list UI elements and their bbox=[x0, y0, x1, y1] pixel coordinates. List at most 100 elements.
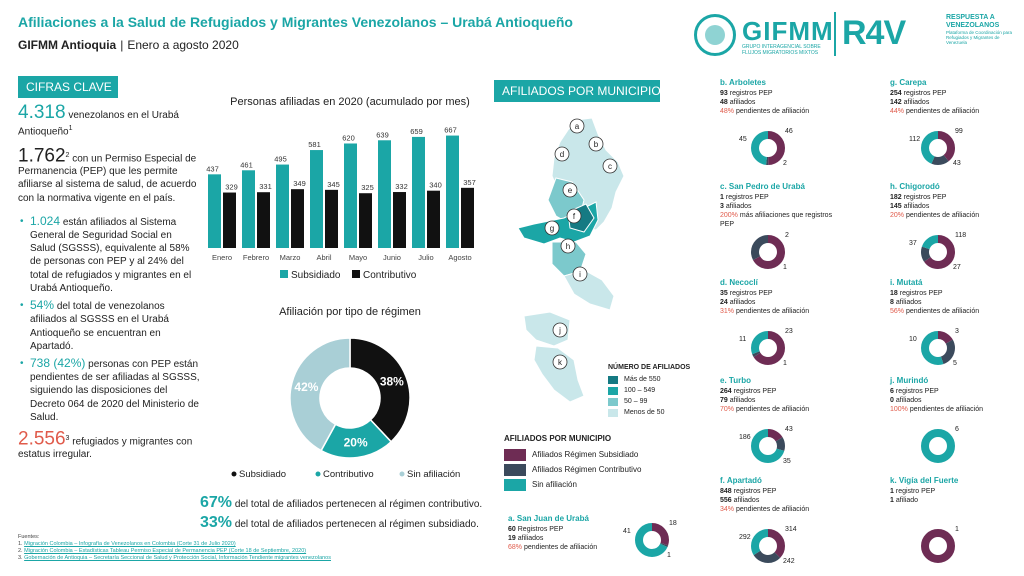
x-tick-label: Enero bbox=[212, 253, 232, 262]
pep-value: 6 bbox=[890, 388, 894, 395]
donut-label: 118 bbox=[955, 232, 966, 239]
bar bbox=[310, 150, 323, 248]
donut-label: 1 bbox=[783, 264, 787, 271]
afil-text: afiliados bbox=[729, 99, 756, 106]
afil-text: afiliados bbox=[729, 299, 756, 306]
affiliates-legend-label: Afiliados Régimen Subsidiado bbox=[532, 450, 639, 459]
x-tick-label: Marzo bbox=[280, 253, 301, 262]
afil-value: 556 bbox=[720, 497, 732, 504]
kf-bullet-2-text: del total de venezolanos afiliados al SG… bbox=[30, 301, 169, 352]
legend-swatch bbox=[608, 408, 618, 417]
afil-text: afiliados bbox=[895, 397, 922, 404]
pending-value: 20% bbox=[890, 212, 905, 219]
donut-slice bbox=[289, 337, 351, 452]
municipality-card: d. Necoclí 35 registros PEP 24 afiliados 31… bbox=[720, 278, 848, 316]
gifmm-logo-word: GIFMM bbox=[742, 16, 834, 46]
map-label: c bbox=[608, 162, 612, 171]
donut-segment bbox=[751, 131, 785, 165]
map-legend: NÚMERO DE AFILIADOS Más de 550 100 – 549… bbox=[608, 364, 690, 418]
source-num: 1. bbox=[18, 541, 23, 547]
afil-value: 0 bbox=[890, 397, 894, 404]
pending-text: pendientes de afiliación bbox=[905, 308, 980, 315]
pep-text: registros PEP bbox=[903, 194, 947, 201]
map-label-marker bbox=[566, 208, 582, 224]
logo-divider bbox=[834, 12, 836, 56]
pep-text: registros PEP bbox=[733, 388, 777, 395]
municipality-name: a. San Juan de Urabá bbox=[508, 514, 589, 523]
municipality-afil: 0 afiliados bbox=[890, 396, 1018, 405]
municipality-afil: 1 afiliado bbox=[890, 496, 1018, 505]
period: Enero a agosto 2020 bbox=[127, 38, 239, 52]
key-figures-panel: 4.318 venezolanos en el Urabá Antioqueño… bbox=[18, 103, 200, 472]
pending-text: pendientes de afiliación bbox=[905, 108, 980, 115]
affiliates-legend-item: Sin afiliación bbox=[504, 477, 688, 492]
map-label: b bbox=[594, 140, 599, 149]
source-link[interactable]: Migración Colombia – Infografía de Venez… bbox=[24, 541, 236, 547]
x-tick-label: Julio bbox=[418, 253, 433, 262]
municipality-donut: 3 5 10 bbox=[909, 328, 959, 367]
legend-label: Contributivo bbox=[363, 270, 417, 281]
pep-value: 264 bbox=[720, 388, 732, 395]
legend-swatch bbox=[608, 375, 618, 384]
bar bbox=[242, 170, 255, 248]
bullet-dot: • bbox=[20, 215, 24, 227]
pep-text: registros PEP bbox=[899, 290, 943, 297]
donut-label: 6 bbox=[955, 426, 959, 433]
kf2-value: 1.762 bbox=[18, 145, 66, 167]
kf-bullet-3: • 738 (42%) personas con PEP están pendi… bbox=[18, 356, 200, 424]
r4v-line2: VENEZOLANOS bbox=[946, 22, 1000, 29]
donut-label: 45 bbox=[739, 136, 747, 143]
kf-bullet-1-value: 1.024 bbox=[30, 213, 61, 228]
municipality-donut: 1 bbox=[921, 526, 959, 563]
donut-segment bbox=[751, 529, 785, 563]
map-legend-item: Menos de 50 bbox=[608, 407, 690, 418]
afil-text: afiliados bbox=[725, 203, 752, 210]
map-legend-label: Menos de 50 bbox=[624, 409, 665, 416]
pending-text: pendientes de afiliación bbox=[523, 544, 598, 551]
pending-value: 34% bbox=[720, 506, 735, 513]
afil-value: 3 bbox=[720, 203, 724, 210]
donut-segment bbox=[751, 529, 785, 563]
legend-swatch bbox=[504, 448, 526, 461]
kf3-text: refugiados y migrantes con estatus irreg… bbox=[18, 436, 193, 461]
regime-note-2-pct: 33% bbox=[200, 514, 233, 531]
pep-value: 18 bbox=[890, 290, 898, 297]
bar-value-label: 461 bbox=[240, 160, 253, 169]
municipality-pending: 100% pendientes de afiliación bbox=[890, 405, 1018, 414]
municipality-card: e. Turbo 264 registros PEP 79 afiliados 70%… bbox=[720, 376, 848, 414]
source-item: 2. Migración Colombia – Estadísticas Tab… bbox=[18, 548, 331, 555]
donut-label: 1 bbox=[955, 526, 959, 533]
legend-label: Subsidiado bbox=[291, 270, 341, 281]
donut-label: 37 bbox=[909, 240, 917, 247]
municipality-card: j. Murindó 6 registros PEP 0 afiliados 100%… bbox=[890, 376, 1018, 414]
municipality-donut: 43 35 186 bbox=[739, 426, 793, 465]
pep-value: 35 bbox=[720, 290, 728, 297]
donut-chart-title: Afiliación por tipo de régimen bbox=[279, 306, 421, 318]
source-link[interactable]: Migración Colombia – Estadísticas Tablea… bbox=[24, 548, 307, 554]
donut-segment bbox=[635, 523, 669, 557]
pep-value: 848 bbox=[720, 488, 732, 495]
bar bbox=[461, 187, 474, 248]
bar-value-label: 329 bbox=[225, 183, 238, 192]
municipality-pending: 20% pendientes de afiliación bbox=[890, 211, 1018, 220]
regime-note-1-pct: 67% bbox=[200, 494, 233, 511]
donut-label: 2 bbox=[783, 160, 787, 167]
source-item: 3. Gobernación de Antioquia – Secretaría… bbox=[18, 555, 331, 562]
key-figure-3: 2.5563 refugiados y migrantes con estatu… bbox=[18, 429, 200, 462]
donut-label: 43 bbox=[785, 426, 793, 433]
map-label-marker bbox=[560, 238, 576, 254]
municipality-pep: 1 registros PEP bbox=[720, 193, 848, 202]
afil-text: afiliados bbox=[903, 203, 930, 210]
municipality-name: f. Apartadó bbox=[720, 476, 762, 485]
regime-note-1-text: del total de afiliados pertenecen al rég… bbox=[234, 499, 483, 510]
map-label: e bbox=[568, 186, 573, 195]
kf-bullet-2: • 54% del total de venezolanos afiliados… bbox=[18, 298, 200, 353]
map-label: a bbox=[575, 122, 580, 131]
pending-value: 48% bbox=[720, 108, 735, 115]
donut-slice-label: 38% bbox=[380, 374, 404, 388]
donut-slice-label: 42% bbox=[294, 380, 318, 394]
kf3-sup: 3 bbox=[65, 434, 70, 442]
map-label: d bbox=[560, 150, 564, 159]
source-link[interactable]: Gobernación de Antioquia – Secretaría Se… bbox=[24, 555, 331, 561]
bar-chart: 437 329 Enero 461 331 Febrero 495 349 Marzo 581 34… bbox=[206, 126, 476, 281]
